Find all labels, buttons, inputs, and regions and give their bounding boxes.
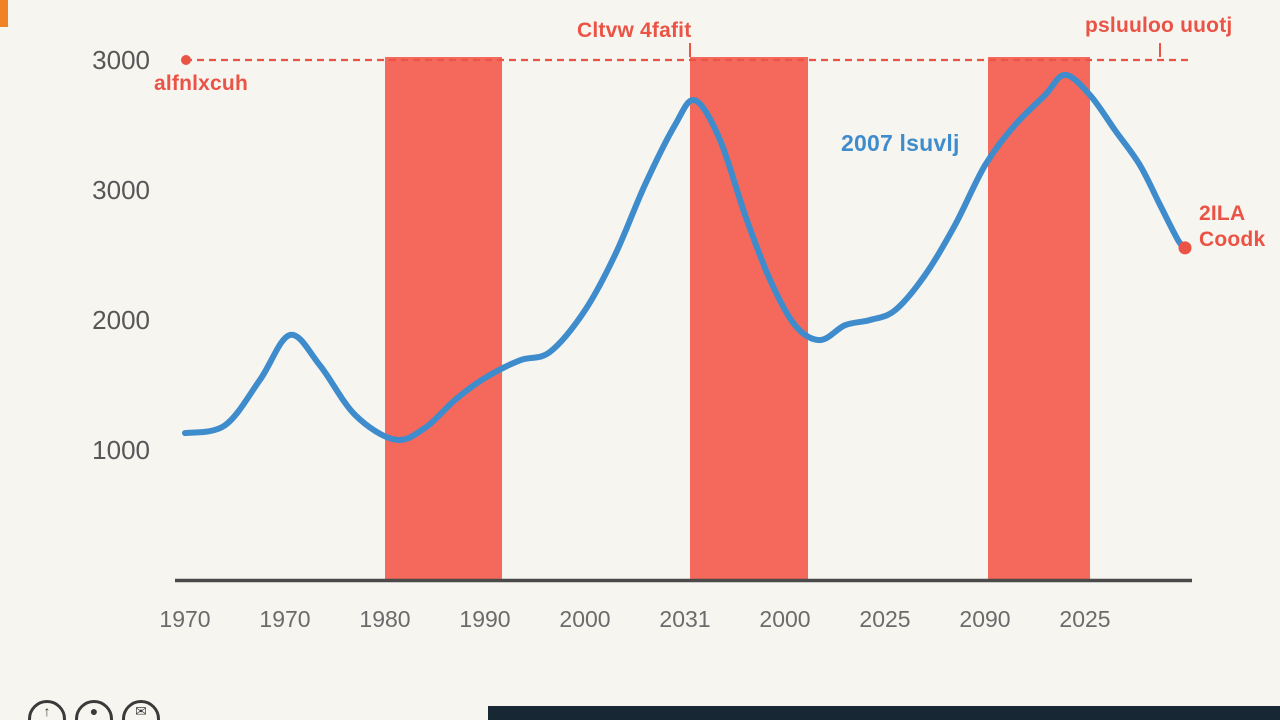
annotation-end-label: 2ILA Coodk bbox=[1199, 201, 1265, 253]
x-tick-label: 2025 bbox=[859, 606, 910, 632]
x-tick-label: 2000 bbox=[759, 606, 810, 632]
y-tick-label: 1000 bbox=[92, 435, 150, 465]
user-icon-glyph: ● bbox=[89, 703, 99, 719]
mail-icon-glyph: ✉ bbox=[135, 703, 147, 719]
x-tick-label: 2031 bbox=[659, 606, 710, 632]
annotation-peak-label: 2007 lsuvlj bbox=[841, 130, 960, 156]
x-tick-label: 1970 bbox=[259, 606, 310, 632]
footer-bar bbox=[488, 706, 1280, 720]
x-tick-label: 1970 bbox=[159, 606, 210, 632]
x-tick-label: 2090 bbox=[959, 606, 1010, 632]
x-tick-label: 2025 bbox=[1059, 606, 1110, 632]
y-tick-label: 2000 bbox=[92, 305, 150, 335]
annotation-top-left: alfnlxcuh bbox=[154, 72, 248, 95]
highlight-band bbox=[385, 57, 502, 580]
line-end-dot bbox=[1178, 241, 1192, 255]
y-tick-label: 3000 bbox=[92, 45, 150, 75]
annotation-end-line1: 2ILA bbox=[1199, 202, 1246, 225]
highlight-band bbox=[988, 57, 1090, 580]
annotation-top-right: psluuloo uuotj bbox=[1085, 14, 1233, 37]
x-tick-label: 1980 bbox=[359, 606, 410, 632]
x-tick-label: 1990 bbox=[459, 606, 510, 632]
x-tick-label: 2000 bbox=[559, 606, 610, 632]
top-left-accent bbox=[0, 0, 8, 27]
threshold-start-dot bbox=[181, 55, 191, 65]
data-line bbox=[182, 71, 1188, 443]
annotation-end-line2: Coodk bbox=[1199, 228, 1266, 251]
annotation-top-center: Cltvw 4fafit bbox=[577, 19, 692, 42]
y-tick-label: 3000 bbox=[92, 175, 150, 205]
share-icon-glyph: ↑ bbox=[43, 703, 51, 719]
